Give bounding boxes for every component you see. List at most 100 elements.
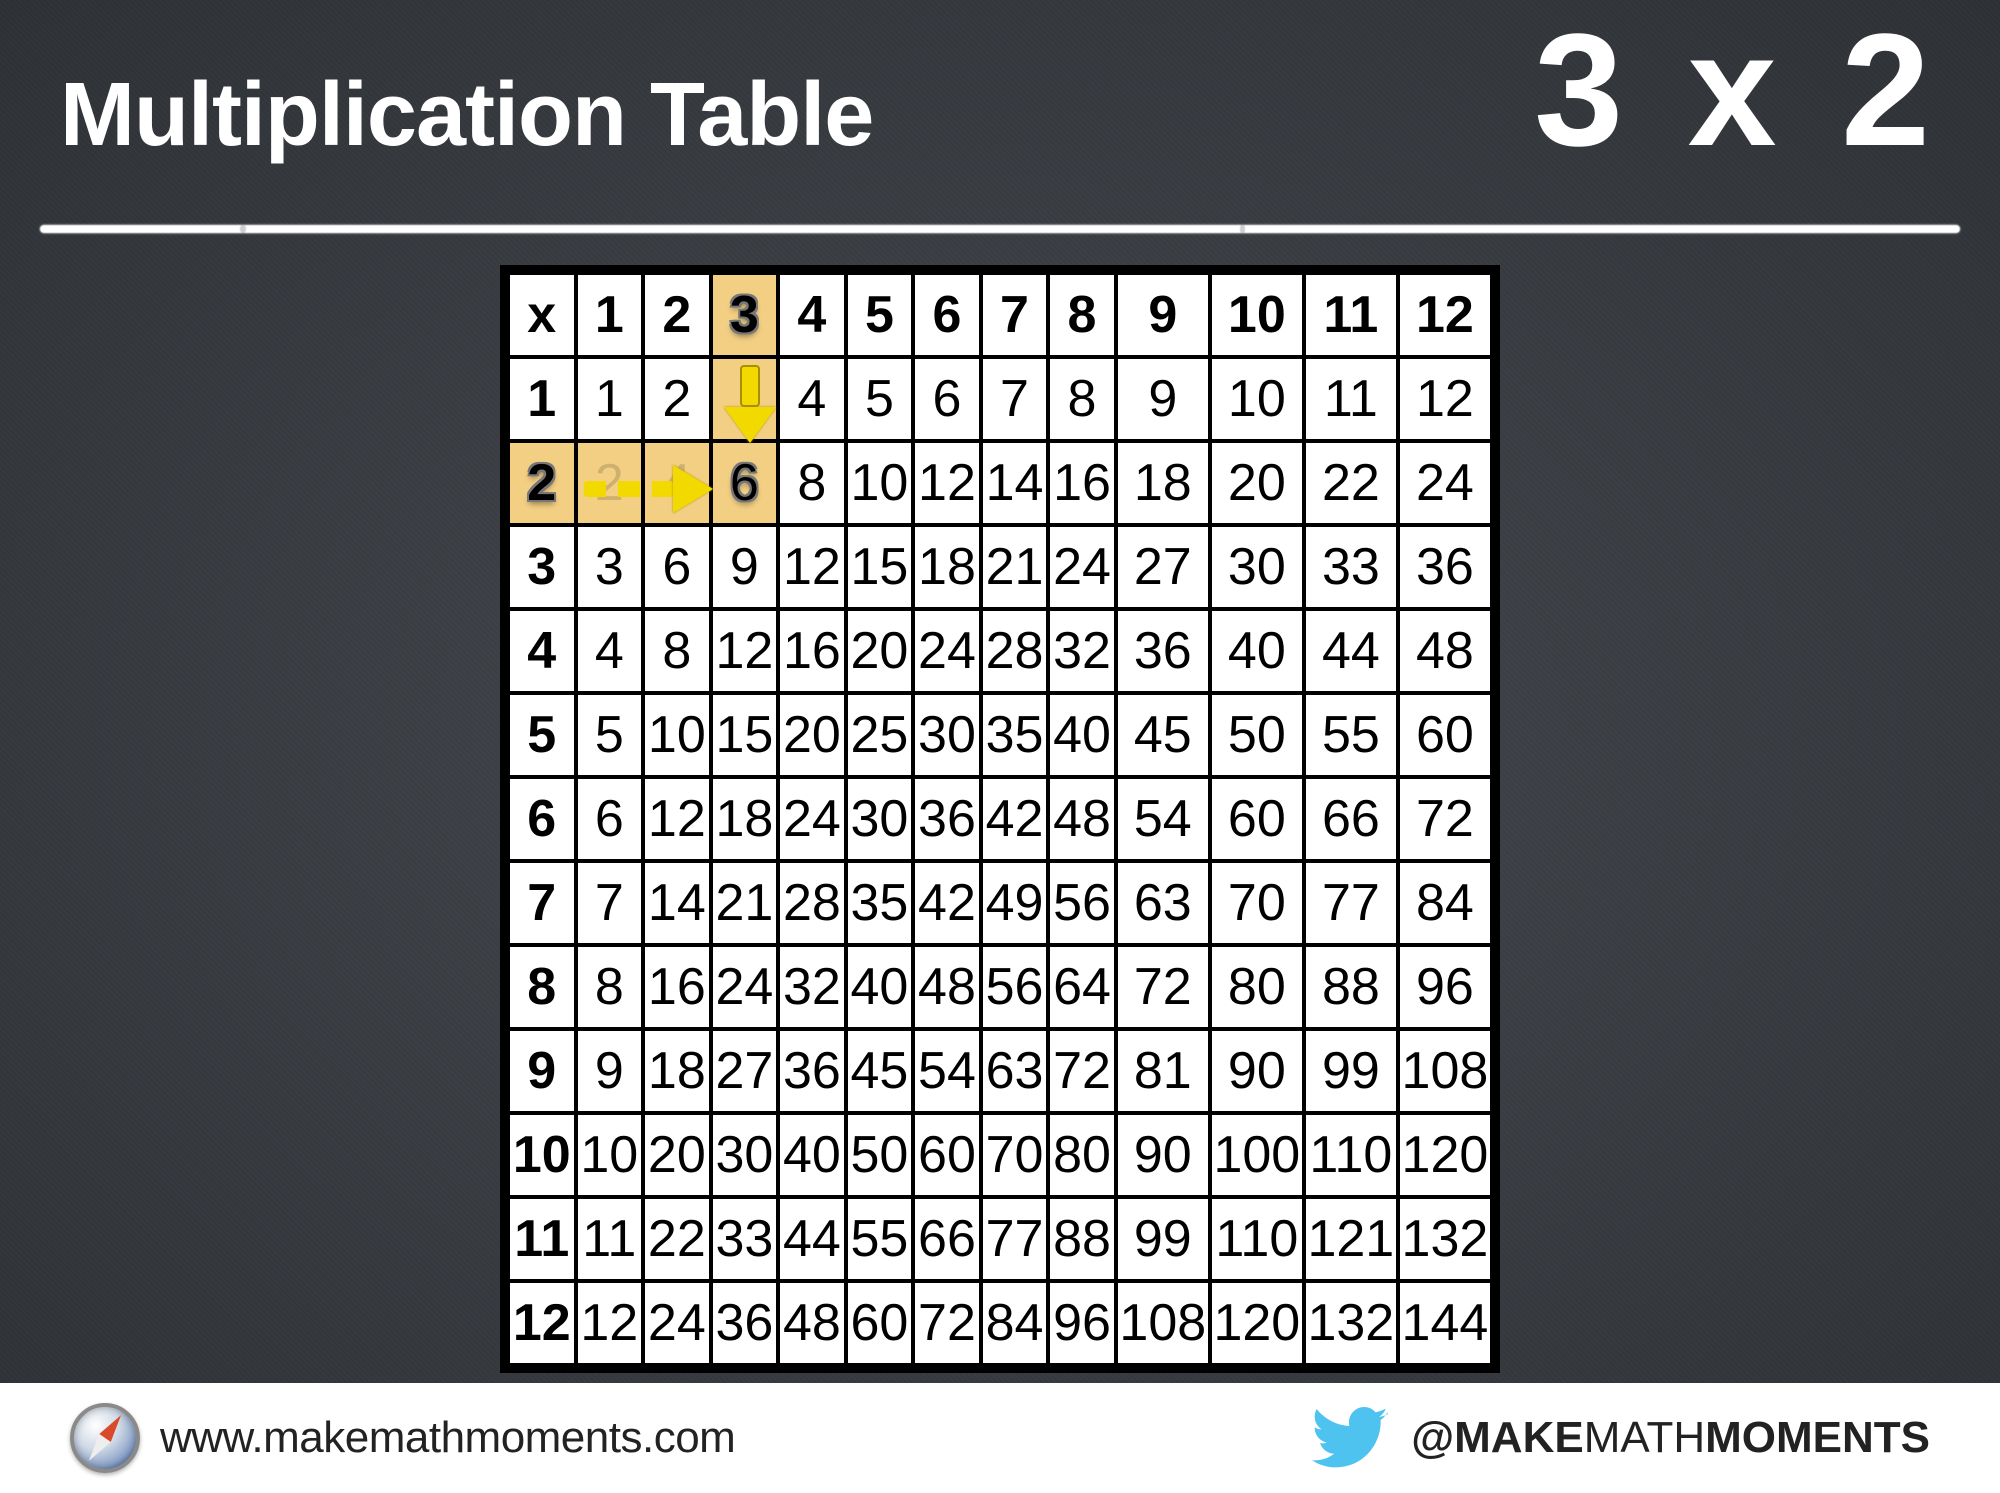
table-cell: 70 xyxy=(981,1113,1049,1197)
table-cell: 20 xyxy=(1210,441,1304,525)
table-cell: 4 xyxy=(643,441,711,525)
table-cell: 7 xyxy=(981,357,1049,441)
table-cell: 15 xyxy=(711,693,779,777)
table-row-header: 7 xyxy=(508,861,576,945)
table-cell: 25 xyxy=(846,693,914,777)
table-cell: 110 xyxy=(1210,1197,1304,1281)
table-cell: 10 xyxy=(1210,357,1304,441)
table-cell: 35 xyxy=(846,861,914,945)
table-cell: 30 xyxy=(711,1113,779,1197)
table-cell: 24 xyxy=(711,945,779,1029)
multiplication-table-wrap: x123456789101112112456789101112224681012… xyxy=(500,265,1500,1373)
table-cell: 21 xyxy=(981,525,1049,609)
table-cell: 56 xyxy=(981,945,1049,1029)
table-cell: 12 xyxy=(643,777,711,861)
table-col-header: 12 xyxy=(1398,273,1492,357)
table-cell: 6 xyxy=(643,525,711,609)
table-col-header: 3 xyxy=(711,273,779,357)
table-cell: 18 xyxy=(913,525,981,609)
table-cell: 66 xyxy=(913,1197,981,1281)
table-cell: 80 xyxy=(1048,1113,1116,1197)
table-cell: 96 xyxy=(1048,1281,1116,1365)
table-cell: 88 xyxy=(1304,945,1398,1029)
handle-moments: MOMENTS xyxy=(1705,1413,1930,1462)
table-row-header: 1 xyxy=(508,357,576,441)
table-cell: 8 xyxy=(643,609,711,693)
table-col-header: 11 xyxy=(1304,273,1398,357)
table-cell: 99 xyxy=(1116,1197,1210,1281)
table-cell: 54 xyxy=(1116,777,1210,861)
table-row-header: 6 xyxy=(508,777,576,861)
handle-math: MATH xyxy=(1584,1413,1705,1462)
table-row-header: 11 xyxy=(508,1197,576,1281)
table-row-header: 10 xyxy=(508,1113,576,1197)
table-cell: 22 xyxy=(1304,441,1398,525)
table-cell: 60 xyxy=(846,1281,914,1365)
website-url: www.makemathmoments.com xyxy=(160,1413,735,1463)
table-cell: 35 xyxy=(981,693,1049,777)
table-cell: 50 xyxy=(1210,693,1304,777)
table-cell: 14 xyxy=(981,441,1049,525)
table-cell: 10 xyxy=(576,1113,644,1197)
table-cell: 6 xyxy=(576,777,644,861)
table-cell: 10 xyxy=(643,693,711,777)
table-cell: 16 xyxy=(1048,441,1116,525)
table-cell: 54 xyxy=(913,1029,981,1113)
table-cell: 36 xyxy=(913,777,981,861)
table-cell: 4 xyxy=(576,609,644,693)
page-title: Multiplication Table xyxy=(60,64,873,167)
table-cell: 11 xyxy=(576,1197,644,1281)
table-row-header: 3 xyxy=(508,525,576,609)
table-cell: 40 xyxy=(778,1113,846,1197)
table-cell: 44 xyxy=(1304,609,1398,693)
table-cell: 9 xyxy=(711,525,779,609)
table-cell: 36 xyxy=(778,1029,846,1113)
table-cell: 44 xyxy=(778,1197,846,1281)
table-cell: 64 xyxy=(1048,945,1116,1029)
table-cell: 45 xyxy=(1116,693,1210,777)
table-cell: 8 xyxy=(778,441,846,525)
table-cell: 132 xyxy=(1398,1197,1492,1281)
table-cell: 42 xyxy=(913,861,981,945)
slide: Multiplication Table 3 x 2 x123456789101… xyxy=(0,0,2000,1493)
table-cell: 48 xyxy=(778,1281,846,1365)
table-cell: 48 xyxy=(1048,777,1116,861)
table-cell: 77 xyxy=(981,1197,1049,1281)
table-cell: 48 xyxy=(913,945,981,1029)
table-cell: 36 xyxy=(711,1281,779,1365)
table-cell: 9 xyxy=(1116,357,1210,441)
table-cell: 15 xyxy=(846,525,914,609)
table-cell: 100 xyxy=(1210,1113,1304,1197)
table-row-header: 5 xyxy=(508,693,576,777)
table-col-header: 7 xyxy=(981,273,1049,357)
table-cell: 20 xyxy=(846,609,914,693)
divider-chalk-line xyxy=(40,225,1960,233)
table-cell: 32 xyxy=(1048,609,1116,693)
handle-at: @ xyxy=(1411,1413,1454,1462)
table-cell: 6 xyxy=(711,441,779,525)
table-cell: 90 xyxy=(1116,1113,1210,1197)
table-cell: 9 xyxy=(576,1029,644,1113)
table-col-header: 10 xyxy=(1210,273,1304,357)
table-cell: 30 xyxy=(846,777,914,861)
table-cell: 28 xyxy=(778,861,846,945)
table-cell: 55 xyxy=(846,1197,914,1281)
header: Multiplication Table 3 x 2 xyxy=(0,0,2000,170)
table-cell: 24 xyxy=(1048,525,1116,609)
table-col-header: 8 xyxy=(1048,273,1116,357)
table-cell: 60 xyxy=(913,1113,981,1197)
table-cell: 18 xyxy=(643,1029,711,1113)
table-cell: 4 xyxy=(778,357,846,441)
table-cell: 24 xyxy=(643,1281,711,1365)
table-row-header: 2 xyxy=(508,441,576,525)
multiplication-table: x123456789101112112456789101112224681012… xyxy=(506,271,1494,1367)
table-cell: 28 xyxy=(981,609,1049,693)
table-cell: 60 xyxy=(1210,777,1304,861)
table-row-header: 12 xyxy=(508,1281,576,1365)
table-col-header: 5 xyxy=(846,273,914,357)
table-cell: 50 xyxy=(846,1113,914,1197)
table-cell: 20 xyxy=(643,1113,711,1197)
table-col-header: 1 xyxy=(576,273,644,357)
table-cell: 12 xyxy=(576,1281,644,1365)
table-cell: 45 xyxy=(846,1029,914,1113)
